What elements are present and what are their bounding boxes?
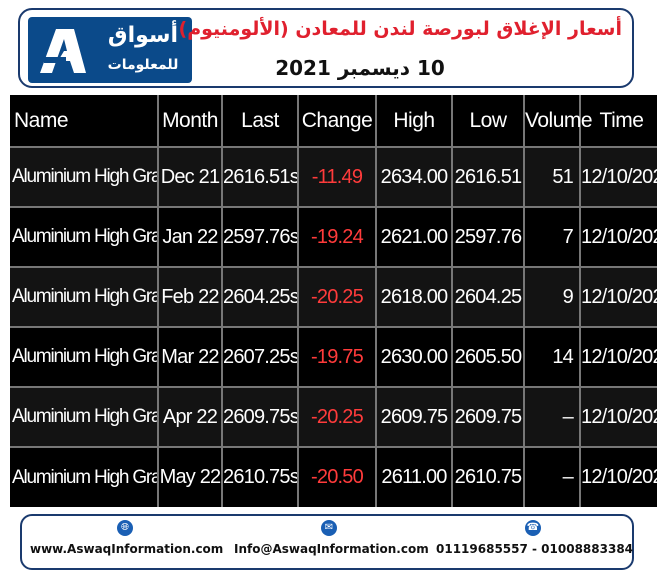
table-row: Aluminium High Grade Mar 22 2607.25s -19…: [10, 326, 657, 387]
website-link[interactable]: www.AswaqInformation.com: [30, 542, 224, 556]
column-header-low[interactable]: Low: [452, 95, 525, 147]
cell-last: 2607.25s: [222, 326, 299, 387]
cell-name: Aluminium High Grade: [10, 446, 159, 507]
cell-volume: 7: [524, 206, 581, 267]
table-row: Aluminium High Grade Jan 22 2597.76s -19…: [10, 206, 657, 267]
cell-month: Mar 22: [158, 326, 223, 387]
globe-icon: 🌐︎: [117, 520, 133, 536]
cell-last: 2616.51s: [222, 146, 299, 207]
table-row: Aluminium High Grade Feb 22 2604.25s -20…: [10, 266, 657, 327]
cell-low: 2597.76: [452, 206, 525, 267]
cell-name: Aluminium High Grade: [10, 146, 159, 207]
cell-last: 2610.75s: [222, 446, 299, 507]
header-banner: أسواق للمعلومات أسعار الإغلاق لبورصة لند…: [18, 8, 634, 88]
cell-low: 2609.75: [452, 386, 525, 447]
envelope-icon: ✉︎: [321, 520, 337, 536]
email-contact[interactable]: ✉︎ Info@AswaqInformation.com: [234, 520, 429, 556]
email-link[interactable]: Info@AswaqInformation.com: [234, 542, 429, 556]
cell-name: Aluminium High Grade: [10, 326, 159, 387]
logo-arabic-tagline: للمعلومات: [107, 57, 179, 73]
cell-change: -19.75: [298, 326, 377, 387]
cell-name: Aluminium High Grade: [10, 206, 159, 267]
cell-low: 2604.25: [452, 266, 525, 327]
cell-time: 12/10/2021: [580, 446, 657, 507]
website-contact[interactable]: 🌐︎ www.AswaqInformation.com: [30, 520, 224, 556]
cell-high: 2618.00: [376, 266, 453, 327]
cell-time: 12/10/2021: [580, 146, 657, 207]
aswaq-logo: أسواق للمعلومات: [28, 17, 192, 83]
prices-table-container: Name Month Last Change High Low Volume T…: [10, 95, 657, 507]
cell-last: 2609.75s: [222, 386, 299, 447]
cell-high: 2609.75: [376, 386, 453, 447]
cell-low: 2605.50: [452, 326, 525, 387]
cell-time: 12/10/2021: [580, 386, 657, 447]
page-title: أسعار الإغلاق لبورصة لندن للمعادن (الألو…: [178, 18, 622, 40]
report-date: 10 ديسمبر 2021: [275, 56, 445, 80]
cell-low: 2616.51: [452, 146, 525, 207]
phone-contact[interactable]: ☎︎ 01119685557 - 01008883384: [436, 520, 634, 556]
cell-high: 2634.00: [376, 146, 453, 207]
cell-last: 2597.76s: [222, 206, 299, 267]
cell-time: 12/10/2021: [580, 326, 657, 387]
aswaq-logo-mark-icon: [40, 29, 86, 73]
column-header-change[interactable]: Change: [298, 95, 377, 147]
cell-name: Aluminium High Grade: [10, 266, 159, 327]
cell-month: May 22: [158, 446, 223, 507]
table-row: Aluminium High Grade Apr 22 2609.75s -20…: [10, 386, 657, 447]
cell-change: -20.25: [298, 386, 377, 447]
table-header-row: Name Month Last Change High Low Volume T…: [10, 95, 657, 147]
cell-volume: 9: [524, 266, 581, 327]
cell-time: 12/10/2021: [580, 206, 657, 267]
contact-footer: 🌐︎ www.AswaqInformation.com ✉︎ Info@Aswa…: [20, 514, 634, 570]
table-row: Aluminium High Grade Dec 21 2616.51s -11…: [10, 146, 657, 207]
cell-high: 2611.00: [376, 446, 453, 507]
cell-change: -19.24: [298, 206, 377, 267]
cell-high: 2621.00: [376, 206, 453, 267]
column-header-volume[interactable]: Volume: [524, 95, 593, 147]
cell-name: Aluminium High Grade: [10, 386, 159, 447]
cell-month: Apr 22: [158, 386, 223, 447]
cell-high: 2630.00: [376, 326, 453, 387]
cell-change: -11.49: [298, 146, 377, 207]
column-header-name[interactable]: Name: [10, 95, 159, 147]
column-header-month[interactable]: Month: [158, 95, 223, 147]
cell-month: Jan 22: [158, 206, 223, 267]
column-header-high[interactable]: High: [376, 95, 453, 147]
prices-table: Name Month Last Change High Low Volume T…: [10, 95, 657, 507]
column-header-time[interactable]: Time: [580, 95, 657, 147]
cell-low: 2610.75: [452, 446, 525, 507]
cell-change: -20.25: [298, 266, 377, 327]
cell-time: 12/10/2021: [580, 266, 657, 327]
cell-volume: –: [524, 446, 581, 507]
cell-volume: 14: [524, 326, 581, 387]
phone-numbers[interactable]: 01119685557 - 01008883384: [436, 542, 634, 556]
cell-volume: –: [524, 386, 581, 447]
logo-arabic-name: أسواق: [107, 23, 179, 48]
column-header-last[interactable]: Last: [222, 95, 299, 147]
cell-month: Dec 21: [158, 146, 223, 207]
cell-change: -20.50: [298, 446, 377, 507]
cell-month: Feb 22: [158, 266, 223, 327]
phone-icon: ☎︎: [525, 520, 541, 536]
cell-last: 2604.25s: [222, 266, 299, 327]
cell-volume: 51: [524, 146, 581, 207]
table-row: Aluminium High Grade May 22 2610.75s -20…: [10, 446, 657, 507]
